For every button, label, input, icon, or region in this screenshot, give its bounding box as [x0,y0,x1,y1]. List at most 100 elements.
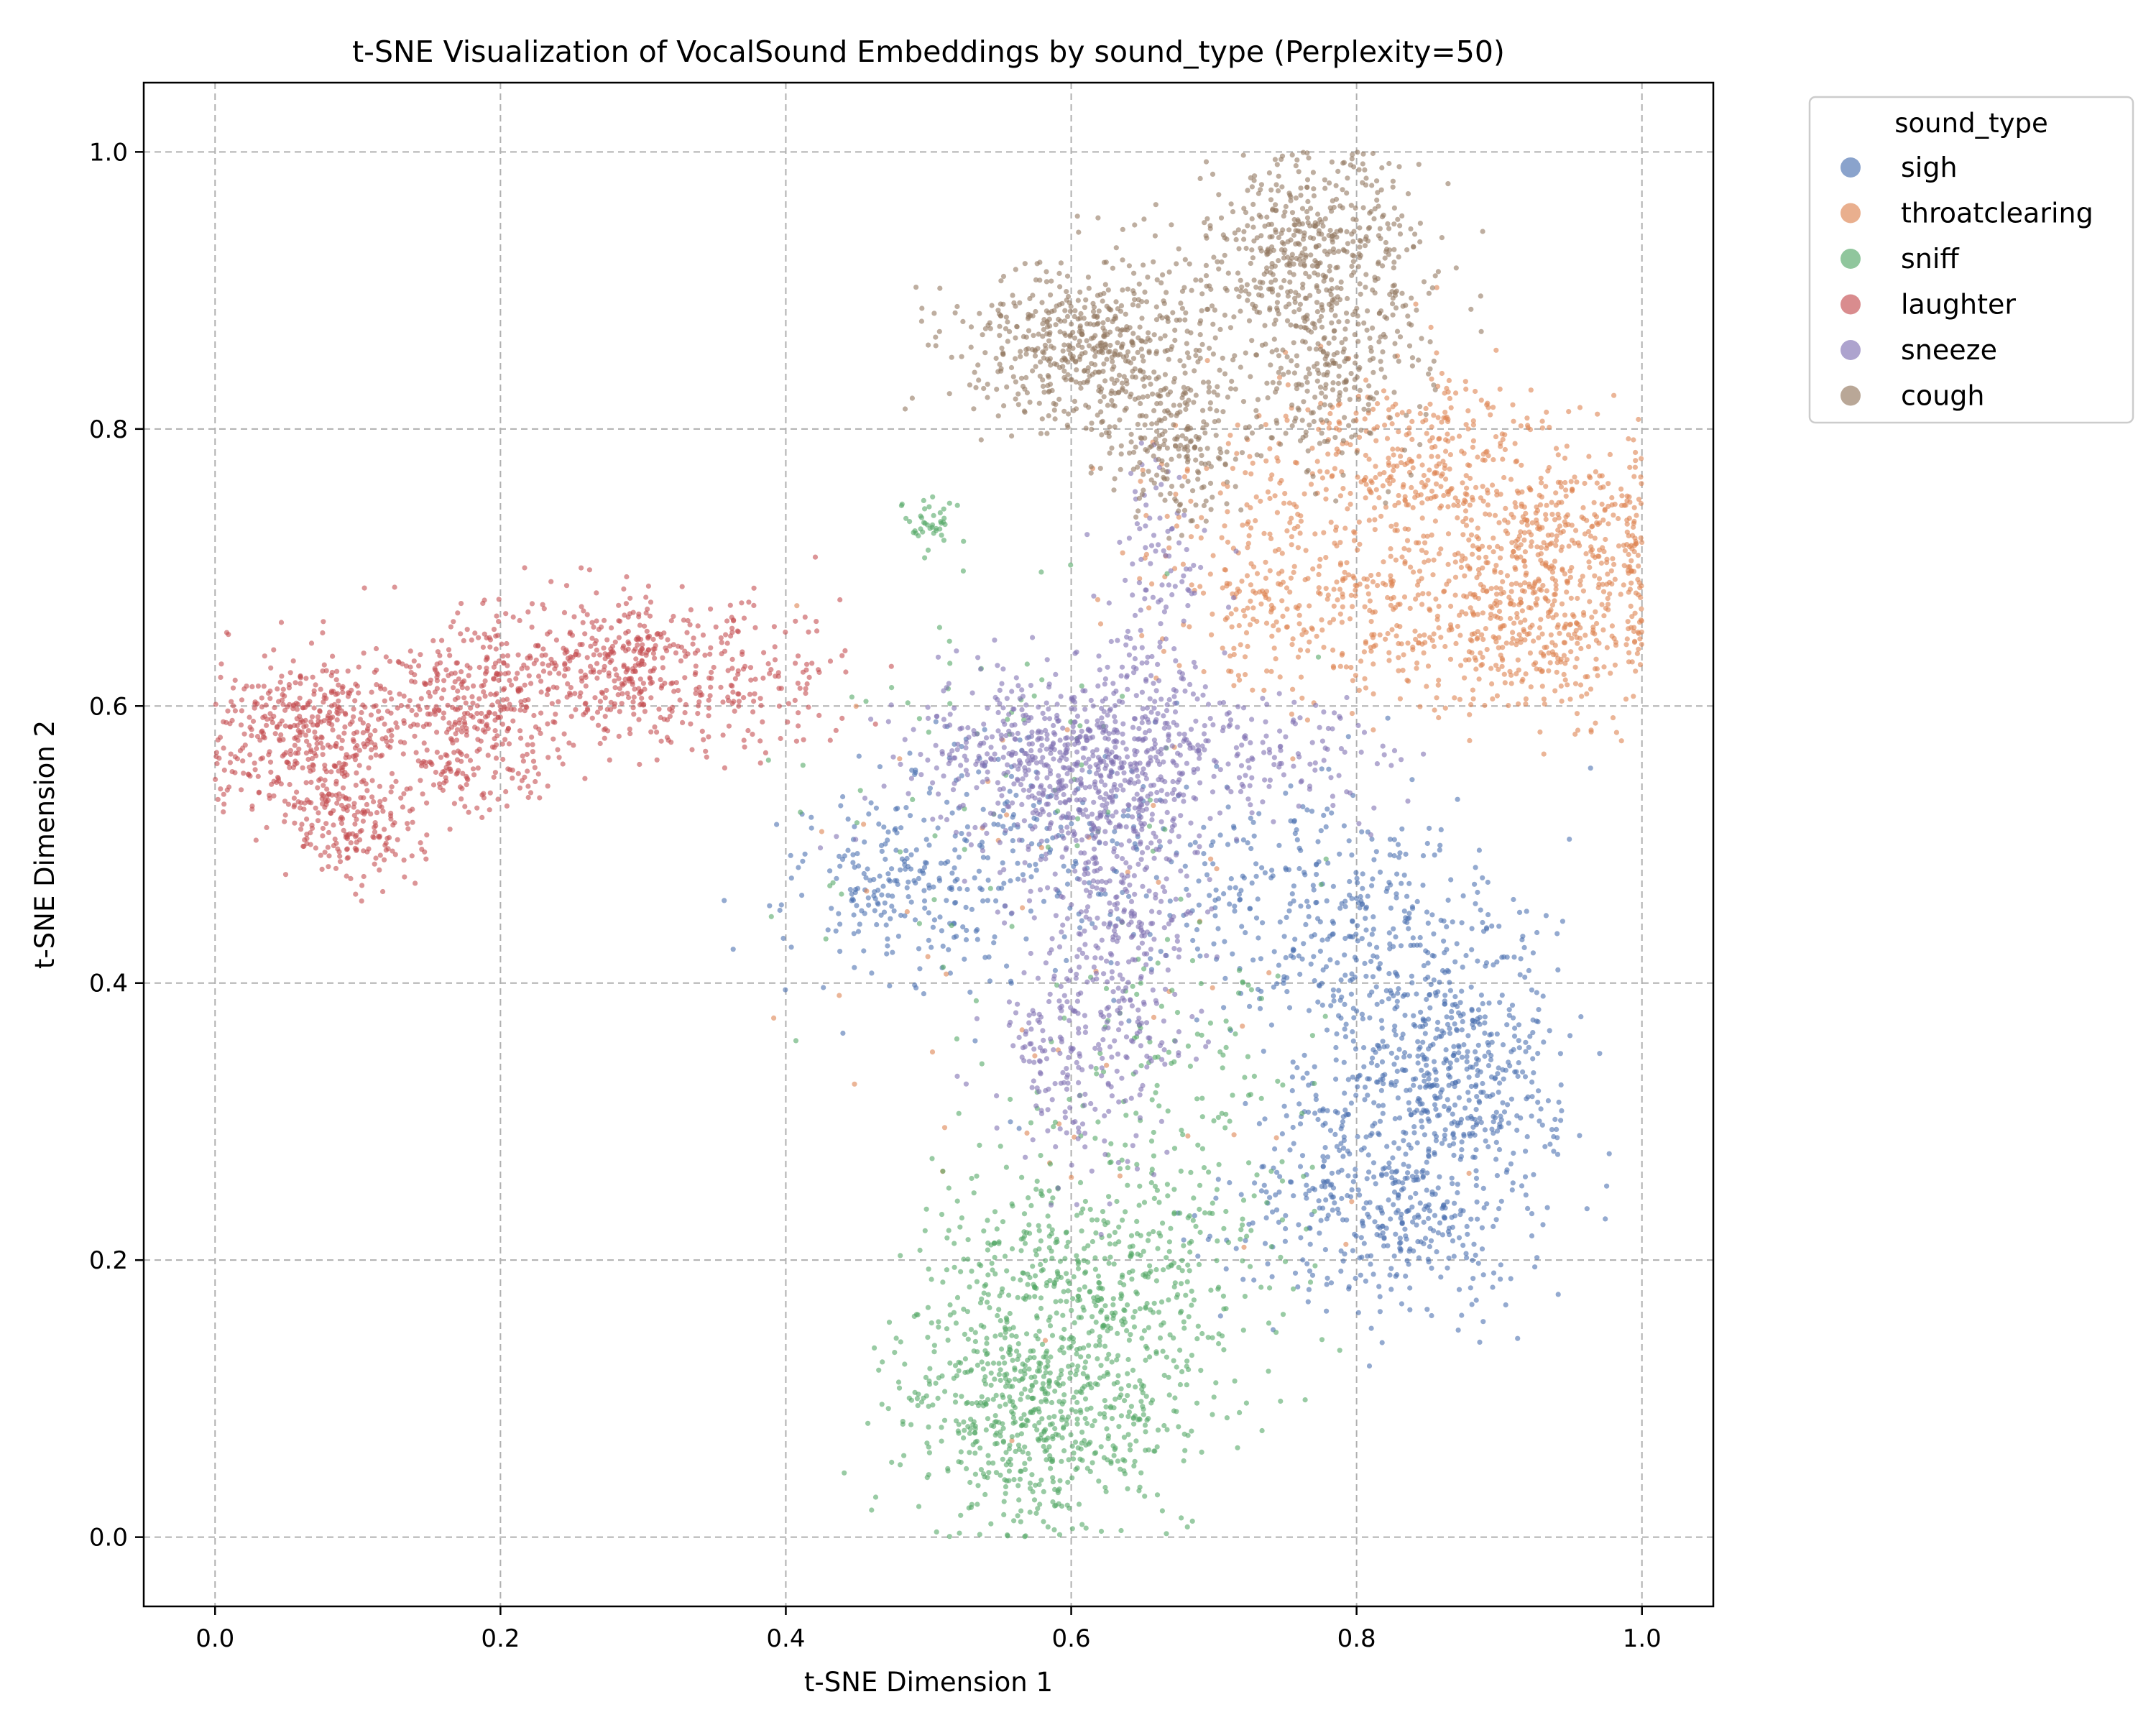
point-sigh-1725 [1052,967,1058,973]
point-sniff-254 [1139,1335,1145,1341]
point-throatclearing-1521 [1240,1024,1245,1029]
point-throatclearing-835 [1491,457,1496,463]
point-sigh-318 [1540,993,1546,999]
point-throatclearing-476 [1393,557,1399,563]
point-sniff-1006 [985,1351,990,1356]
point-throatclearing-484 [1273,619,1279,625]
point-sniff-1271 [1322,1013,1328,1019]
point-sniff-668 [1172,1280,1178,1286]
point-throatclearing-297 [1639,618,1644,624]
point-sigh-979 [1419,1118,1424,1124]
point-sigh-668 [1307,1268,1313,1274]
point-throatclearing-112 [1500,579,1506,584]
point-throatclearing-206 [1445,531,1452,537]
point-sigh-1579 [931,884,936,890]
point-throatclearing-1491 [1032,1053,1038,1059]
point-throatclearing-429 [1250,687,1256,693]
point-sniff-563 [961,1306,967,1312]
point-sigh-285 [1351,1015,1357,1021]
point-throatclearing-176 [1518,620,1524,625]
point-throatclearing-1435 [1294,504,1299,510]
point-laughter-88 [240,758,246,764]
point-sniff-505 [1199,1449,1204,1455]
point-sniff-108 [1065,1479,1071,1485]
point-throatclearing-1365 [1289,515,1294,521]
point-sniff-745 [992,1254,998,1260]
point-laughter-92 [257,737,263,743]
point-sniff-685 [1188,1169,1194,1175]
point-throatclearing-1338 [1544,546,1549,551]
point-sniff-456 [1050,1499,1056,1505]
point-throatclearing-1053 [1323,487,1329,492]
point-throatclearing-204 [1585,644,1592,650]
point-laughter-26 [395,705,400,711]
point-sniff-855 [981,1290,987,1296]
point-sniff-234 [1015,1356,1021,1362]
point-sigh-220 [1445,967,1450,973]
point-sigh-534 [1387,1272,1393,1278]
point-sigh-1393 [987,978,993,984]
point-sigh-426 [1468,984,1474,990]
point-throatclearing-1131 [1558,484,1565,490]
point-sigh-1728 [1111,998,1117,1003]
point-sniff-213 [1024,1331,1030,1337]
point-sigh-1686 [1108,960,1114,966]
point-sigh-1425 [845,847,851,853]
point-sniff-991 [990,1267,995,1273]
point-sigh-1101 [1447,1074,1453,1080]
point-sigh-1647 [907,750,913,756]
point-sigh-1031 [1446,1082,1452,1088]
point-sigh-1571 [883,856,888,862]
point-throatclearing-906 [1501,474,1507,481]
point-throatclearing-862 [1390,477,1396,484]
point-sniff-1176 [1197,1206,1202,1213]
point-sigh-1016 [1523,1049,1529,1054]
point-throatclearing-268 [1562,612,1568,618]
point-sniff-120 [1137,1378,1143,1384]
point-sigh-324 [1431,977,1437,983]
point-throatclearing-1014 [1284,528,1290,534]
point-sigh-758 [1455,1182,1460,1187]
point-sigh-814 [1390,1155,1396,1161]
point-sniff-1353 [849,694,854,700]
point-sniff-340 [926,1404,931,1409]
point-throatclearing-694 [1425,663,1432,669]
point-sigh-1030 [1447,1060,1453,1066]
point-sniff-88 [952,1399,959,1405]
point-sigh-728 [1386,1197,1391,1203]
point-throatclearing-965 [1433,481,1439,487]
point-sigh-1301 [1349,896,1355,901]
point-throatclearing-1490 [904,908,910,915]
point-sigh-840 [1300,1257,1306,1263]
point-throatclearing-1371 [1250,460,1256,466]
point-sigh-308 [1524,908,1529,914]
point-sigh-1126 [1530,1056,1536,1062]
point-sniff-237 [1182,1448,1188,1453]
point-sigh-377 [1468,1083,1474,1090]
point-sigh-887 [1279,1131,1285,1137]
point-throatclearing-1415 [1287,520,1293,525]
point-laughter-113 [309,714,315,719]
point-sniff-1080 [969,1175,975,1182]
point-throatclearing-556 [1319,617,1325,623]
point-sigh-938 [1341,1138,1347,1144]
point-sniff-123 [1050,1479,1056,1485]
point-throatclearing-1488 [1072,1134,1077,1140]
point-throatclearing-156 [1492,567,1498,573]
point-sniff-566 [952,1264,957,1270]
point-throatclearing-916 [1553,538,1560,543]
point-throatclearing-928 [1434,470,1439,476]
point-sniff-1396 [961,538,967,544]
point-sigh-334 [1475,889,1480,896]
series-throatclearing [771,285,1645,1443]
point-sigh-223 [1355,923,1360,929]
point-throatclearing-673 [1284,624,1290,630]
point-sniff-1123 [1221,1306,1227,1312]
point-throatclearing-1492 [1038,845,1044,850]
point-laughter-138 [320,668,326,674]
point-sigh-1382 [872,908,877,914]
point-throatclearing-437 [1436,625,1442,631]
point-sniff-615 [1267,1285,1273,1291]
point-throatclearing-1189 [1543,512,1549,518]
point-sigh-709 [1354,1077,1360,1082]
